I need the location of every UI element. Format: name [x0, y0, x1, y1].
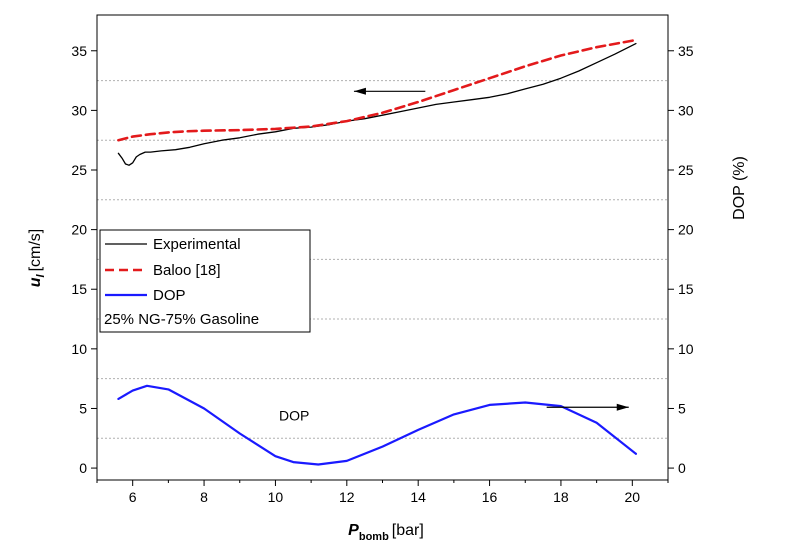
y-label-sub: l — [35, 273, 47, 277]
x-tick-label-6: 18 — [553, 489, 569, 505]
series-group — [117, 38, 638, 466]
y2-tick-label-6: 30 — [678, 102, 694, 118]
y-tick-label-7: 35 — [71, 43, 87, 59]
legend-label-dop: DOP — [153, 287, 186, 304]
y-tick-label-0: 0 — [79, 460, 87, 476]
y-label-unit: [cm/s] — [27, 229, 44, 272]
y-tick-label-3: 15 — [71, 281, 87, 297]
annotation-arrow-head-2 — [616, 403, 629, 411]
legend-label-baloo: Baloo [18] — [153, 262, 221, 279]
y2-tick-label-7: 35 — [678, 43, 694, 59]
y2-tick-label-0: 0 — [678, 460, 686, 476]
x-tick-label-3: 12 — [339, 489, 355, 505]
x-tick-label-7: 20 — [625, 489, 641, 505]
x-tick-label-4: 14 — [410, 489, 426, 505]
x-tick-label-0: 6 — [129, 489, 137, 505]
y-tick-label-2: 10 — [71, 341, 87, 357]
y-tick-label-6: 30 — [71, 102, 87, 118]
annotation-group: DOP — [279, 87, 629, 423]
y2-tick-label-5: 25 — [678, 162, 694, 178]
y2-tick-label-1: 5 — [678, 400, 686, 416]
legend-box — [99, 229, 311, 333]
y-tick-label-4: 20 — [71, 222, 87, 238]
y2-tick-label-2: 10 — [678, 341, 694, 357]
x-label-unit: [bar] — [392, 522, 424, 539]
grid — [97, 80, 668, 439]
y2-tick-label-4: 20 — [678, 222, 694, 238]
y2-tick-label-3: 15 — [678, 281, 694, 297]
series-line-1 — [117, 38, 638, 142]
series-line-0 — [117, 42, 637, 166]
annotation-text-0: DOP — [279, 407, 309, 423]
legend-label-experimental: Experimental — [153, 236, 241, 253]
y-label-main: u — [27, 277, 44, 287]
x-tick-label-2: 10 — [268, 489, 284, 505]
x-tick-label-5: 16 — [482, 489, 498, 505]
tick-group: 6 8 10 12 14 16 18 20 0 5 10 15 20 25 30 35 0 5 10 15 20 25 30… — [71, 43, 693, 505]
y-tick-label-5: 25 — [71, 162, 87, 178]
x-tick-label-1: 8 — [200, 489, 208, 505]
series-line-2 — [117, 384, 637, 466]
annotation-arrow-head-1 — [353, 87, 366, 95]
x-axis-title: Pbomb [bar] — [348, 522, 424, 542]
y2-axis-title: DOP (%) — [731, 156, 748, 220]
legend: Experimental Baloo [18] DOP 25% NG-75% G… — [99, 229, 311, 333]
x-label-sub: bomb — [359, 531, 389, 542]
y-tick-label-1: 5 — [79, 400, 87, 416]
x-label-main: P — [348, 522, 359, 539]
y-axis-title: ul[cm/s] — [27, 229, 47, 288]
legend-note: 25% NG-75% Gasoline — [104, 311, 259, 328]
